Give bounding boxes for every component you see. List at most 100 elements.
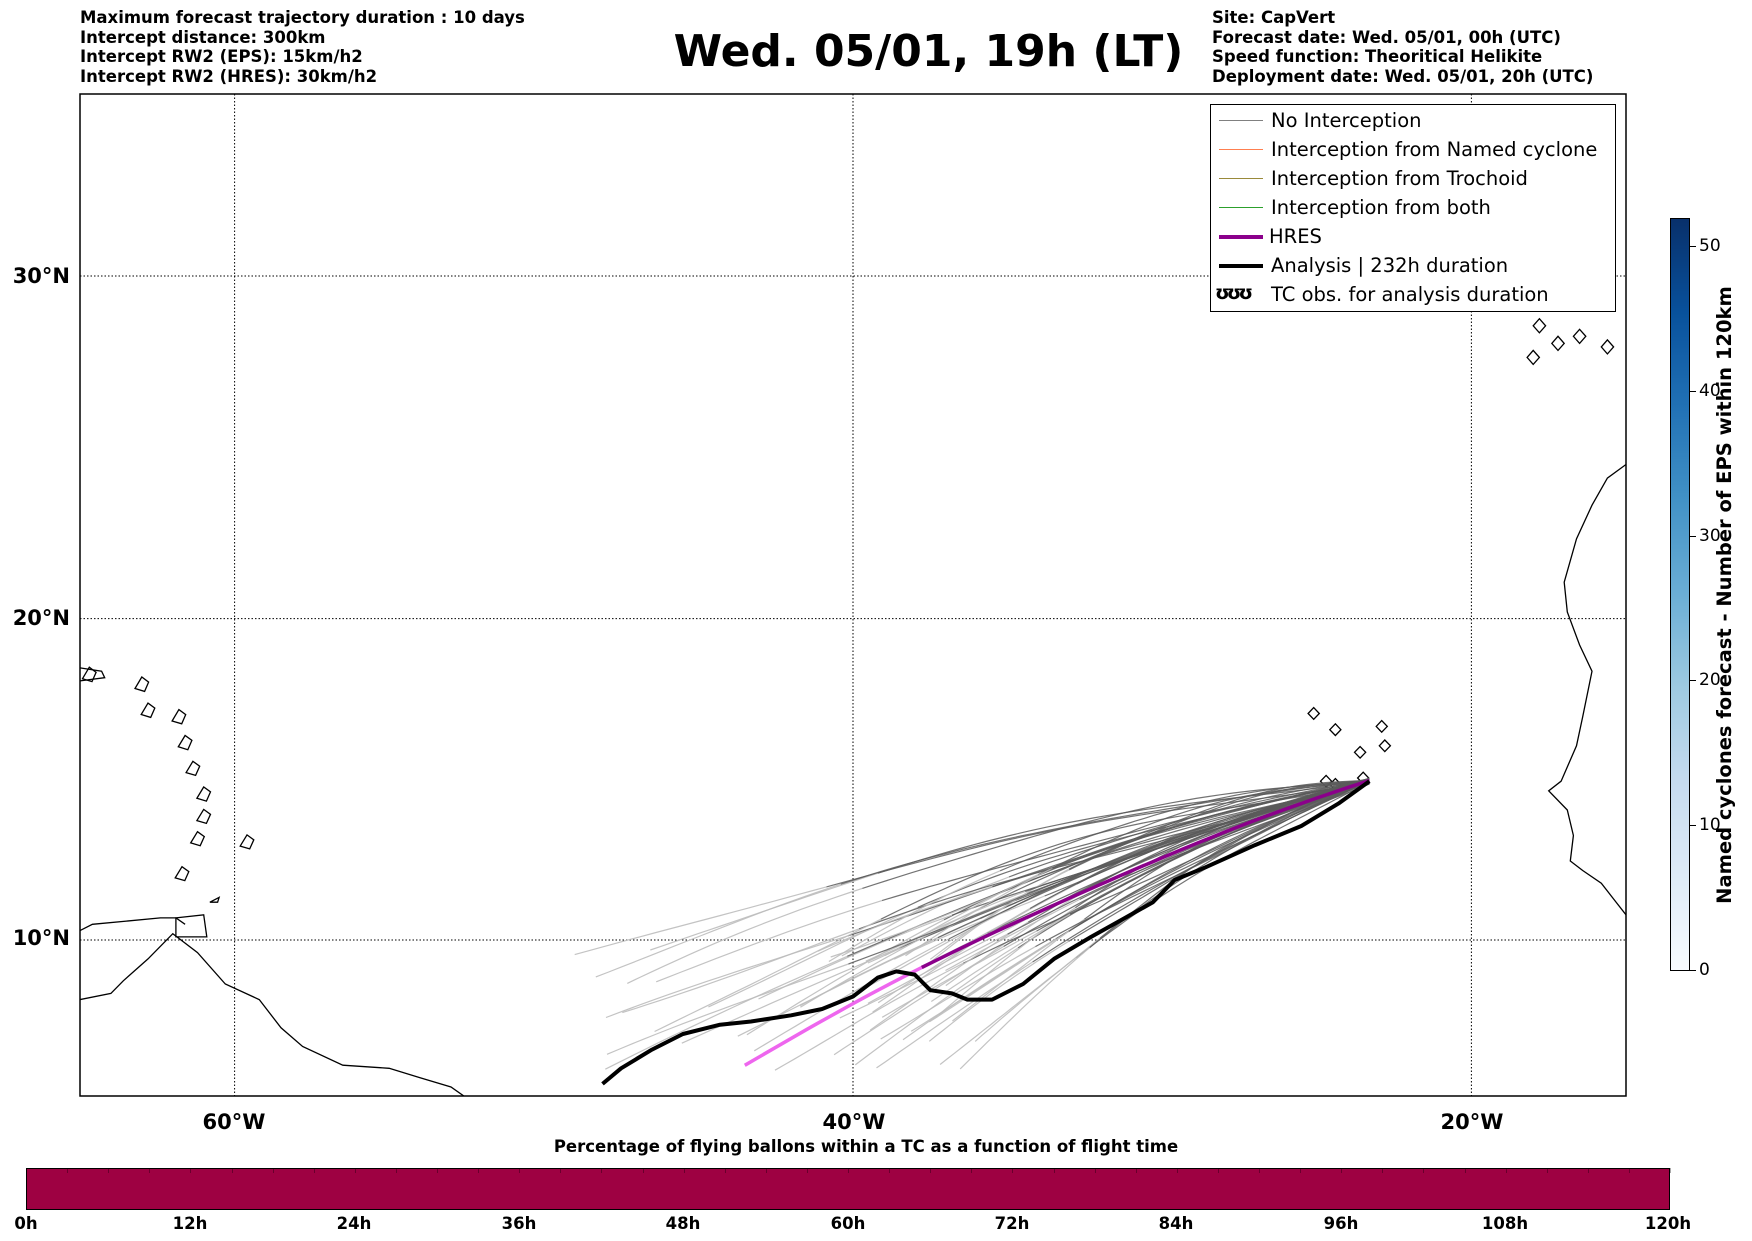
eps-track-tail <box>928 930 1070 1023</box>
intercept-distance-text: Intercept distance: 300km <box>80 27 326 47</box>
flight-time-label: 24h <box>336 1214 372 1233</box>
eps-track-tail <box>833 945 1004 1056</box>
island-antilles <box>189 830 206 847</box>
legend-swatch <box>1219 120 1263 121</box>
island-canary <box>1572 328 1587 345</box>
flight-time-label: 36h <box>501 1214 537 1233</box>
map-legend: No Interception Interception from Named … <box>1210 104 1616 312</box>
analysis-trajectory <box>601 779 1371 1086</box>
island-canary <box>1645 326 1657 340</box>
flight-time-tick <box>313 1168 315 1173</box>
flight-time-tick <box>642 1168 644 1173</box>
map-frame <box>79 93 1627 1097</box>
eps-track-tail <box>606 963 849 1055</box>
eps-track-tail <box>930 913 1071 1002</box>
legend-label: HRES <box>1269 225 1322 248</box>
legend-item-no-interception: No Interception <box>1211 107 1615 136</box>
flight-time-tick <box>1012 1168 1014 1173</box>
flight-time-tick <box>683 1168 685 1173</box>
eps-track-tail <box>839 933 1008 1019</box>
eps-track-tail <box>800 907 981 1008</box>
flight-time-tick <box>1382 1168 1384 1173</box>
flight-time-tick <box>806 1168 808 1173</box>
flight-time-label: 48h <box>665 1214 701 1233</box>
flight-time-tick <box>1135 1168 1137 1173</box>
eps-track-segment <box>999 780 1370 872</box>
eps-track-segment <box>826 782 1370 888</box>
flight-time-tick <box>1423 1168 1425 1173</box>
eps-track-tail <box>905 867 1053 957</box>
eps-track-tail <box>595 883 841 978</box>
eps-track-segment <box>1052 781 1370 869</box>
eps-track-tail <box>929 868 1070 964</box>
flight-time-label: 84h <box>1158 1214 1194 1233</box>
eps-track-tail <box>893 895 1045 960</box>
lat-label-20n: 20°N <box>12 606 70 630</box>
flight-time-label: 120h <box>1644 1214 1692 1233</box>
eps-track-tail <box>627 887 863 984</box>
eps-track-tail <box>622 928 860 1014</box>
eps-track-segment <box>1068 780 1370 933</box>
island-cape-verde <box>1307 706 1321 721</box>
legend-swatch <box>1219 149 1263 150</box>
eps-track-tail <box>828 870 1001 963</box>
header-left-info: Maximum forecast trajectory duration : 1… <box>80 8 525 86</box>
flight-time-tick <box>930 1168 932 1173</box>
eps-track-segment <box>992 781 1370 888</box>
eps-track-tail <box>746 919 945 1036</box>
flight-time-label: 12h <box>172 1214 208 1233</box>
flight-time-label: 60h <box>830 1214 866 1233</box>
island-antilles <box>185 760 201 777</box>
legend-swatch <box>1219 264 1263 268</box>
flight-time-tick <box>231 1168 233 1173</box>
legend-swatch <box>1219 235 1263 239</box>
flight-time-tick <box>724 1168 726 1173</box>
eps-track-tail <box>574 886 827 956</box>
island-puerto-rico <box>80 667 106 682</box>
flight-time-label: 0h <box>14 1214 38 1233</box>
colorbar-tick-label: 0 <box>1699 960 1710 980</box>
flight-time-tick <box>395 1168 397 1173</box>
eps-track-tail <box>605 935 848 1019</box>
flight-time-tick <box>1176 1168 1178 1173</box>
flight-time-tick <box>1094 1168 1096 1173</box>
flight-time-tick <box>1670 1168 1671 1173</box>
eps-track-tail <box>880 946 1036 1040</box>
speed-function-text: Speed function: Theoritical Helikite <box>1212 47 1543 66</box>
eps-track-segment <box>1037 778 1370 876</box>
island-canary <box>1532 317 1547 334</box>
header-right-info: Site: CapVert Forecast date: Wed. 05/01,… <box>1212 8 1593 86</box>
island-canary <box>1600 338 1615 355</box>
flight-time-tick <box>67 1168 69 1173</box>
flight-time-tick <box>560 1168 562 1173</box>
hres-trajectory <box>743 778 1370 1067</box>
island-cape-verde <box>1353 745 1367 760</box>
colorbar-tick <box>1690 391 1696 392</box>
eps-track-tail <box>654 918 882 1033</box>
eps-track-segment <box>1007 781 1370 935</box>
colorbar-tick <box>1690 246 1696 247</box>
flight-time-tick <box>601 1168 603 1173</box>
hres-track-tail <box>743 965 923 1067</box>
island-antilles <box>140 702 156 719</box>
colorbar-tick <box>1690 825 1696 826</box>
island-antilles <box>171 708 187 725</box>
deployment-date-text: Deployment date: Wed. 05/01, 20h (UTC) <box>1212 66 1594 86</box>
island-antilles <box>195 808 212 825</box>
flight-time-tick <box>1053 1168 1055 1173</box>
flight-time-label: 108h <box>1481 1214 1529 1233</box>
eps-track-tail <box>869 921 1029 1031</box>
legend-item-tc-obs: ʊʊʊ TC obs. for analysis duration <box>1211 281 1615 310</box>
island-antilles <box>177 734 193 751</box>
eps-track-segment <box>848 783 1370 965</box>
legend-swatch <box>1219 178 1263 179</box>
eps-track-tail <box>884 874 1039 957</box>
eps-track-tail <box>830 891 1002 958</box>
island-canary <box>1550 335 1566 352</box>
flight-time-colorbar <box>26 1168 1670 1210</box>
lat-label-30n: 30°N <box>12 264 70 288</box>
eps-track-segment <box>840 779 1370 885</box>
legend-label: Interception from Named cyclone <box>1271 138 1598 161</box>
island-antilles <box>195 786 212 802</box>
colorbar-tick-label: 10 <box>1699 815 1721 835</box>
